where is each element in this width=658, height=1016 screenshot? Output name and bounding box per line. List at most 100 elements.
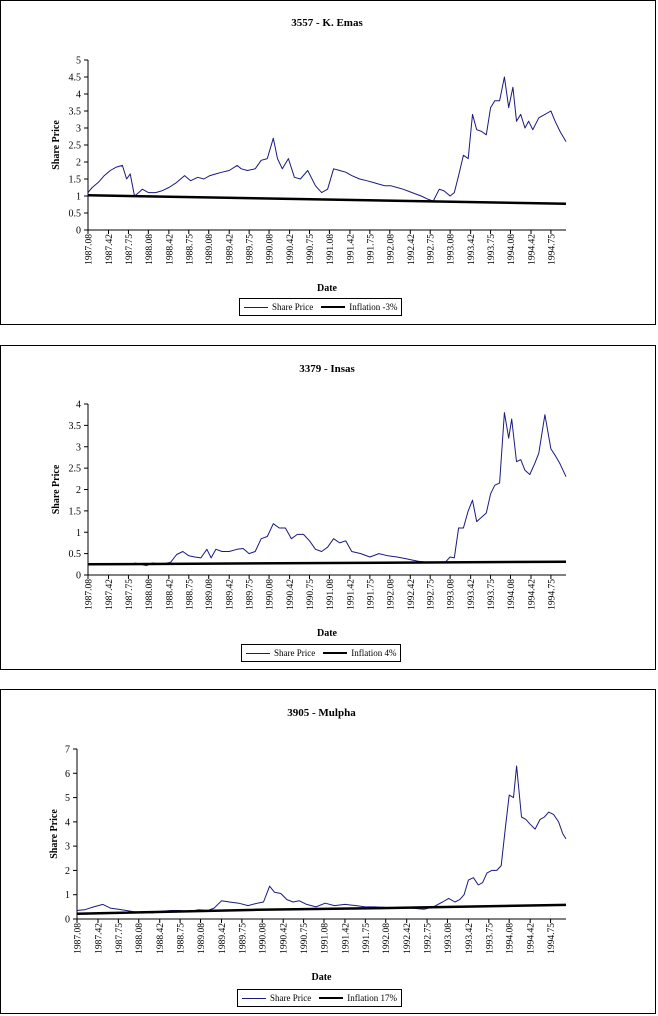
x-tick-label: 1988.08: [145, 579, 155, 610]
x-tick-label: 1991.08: [326, 579, 336, 610]
x-tick-label: 1987.42: [105, 579, 115, 610]
y-tick-label: 2: [76, 158, 81, 169]
y-tick-label: 3.5: [69, 107, 82, 118]
y-tick-label: 1: [65, 890, 70, 901]
chart-2-svg: 3379 - Insas 0 0.5 1 1.5 2 2.5 3 3.5 4 1987.08 1987…: [51, 363, 567, 639]
y-tick-label: 1: [76, 192, 81, 203]
x-tick-label: 1991.08: [326, 234, 336, 265]
y-tick-label: 2: [76, 485, 81, 496]
legend-item-share-price: Share Price: [246, 648, 315, 658]
chart-title: 3379 - Insas: [299, 363, 355, 375]
chart-3-svg: 3905 - Mulpha 0 1 2 3 4 5 6 7 1987.08 1987.42 1987.…: [49, 707, 567, 983]
x-tick-label: 1988.42: [165, 234, 175, 265]
x-tick-label: 1991.42: [346, 234, 356, 265]
inflation-line: [87, 560, 567, 566]
y-tick-label: 1.5: [69, 175, 82, 186]
x-tick-label: 1990.75: [300, 923, 310, 954]
y-tick-label: 5: [65, 793, 70, 804]
y-axis-label: Share Price: [49, 809, 60, 859]
legend-item-share-price: Share Price: [242, 993, 311, 1003]
x-tick-label: 1989.42: [218, 923, 228, 954]
inflation-line: [87, 194, 567, 206]
y-tick-label: 0: [76, 571, 81, 582]
x-tick-label: 1994.75: [547, 923, 557, 954]
x-tick-label: 1992.75: [427, 234, 437, 265]
x-tick-label: 1993.08: [444, 923, 454, 954]
x-tick-label: 1990.08: [266, 579, 276, 610]
x-tick-label: 1987.75: [125, 579, 135, 610]
y-tick-label: 0: [76, 226, 81, 237]
x-tick-label: 1988.75: [177, 923, 187, 954]
x-tick-label: 1989.75: [238, 923, 248, 954]
x-tick-label: 1991.08: [320, 923, 330, 954]
legend-item-inflation: Inflation 17%: [319, 993, 397, 1003]
y-tick-label: 1: [76, 528, 81, 539]
x-tick-label: 1993.08: [447, 234, 457, 265]
x-tick-label: 1992.42: [407, 579, 417, 610]
x-tick-label: 1991.75: [362, 923, 372, 954]
x-tick-label: 1991.42: [341, 923, 351, 954]
x-tick-label: 1994.75: [547, 234, 557, 265]
legend-item-inflation: Inflation 4%: [323, 648, 396, 658]
chart-1-svg: 3557 - K. Emas 0 0.5 1 1.5 2 2.5 3 3.5 4 4.5 5 1987.…: [51, 17, 567, 294]
x-tick-label: 1990.75: [306, 234, 316, 265]
x-tick-label: 1993.75: [487, 234, 497, 265]
x-tick-label: 1988.08: [145, 234, 155, 265]
x-tick-label: 1987.08: [85, 234, 95, 265]
x-axis-label: Date: [312, 972, 333, 983]
x-tick-label: 1994.42: [527, 579, 537, 610]
x-tick-label: 1989.42: [226, 234, 236, 265]
chart-3-legend: Share Price Inflation 17%: [237, 989, 402, 1007]
share-price-line: [87, 76, 567, 202]
y-tick-label: 5: [76, 56, 81, 67]
chart-panel-1: 3557 - K. Emas 0 0.5 1 1.5 2 2.5 3 3.5 4 4.5 5 1987.…: [0, 0, 656, 325]
x-tick-label: 1989.08: [197, 923, 207, 954]
x-tick-label: 1991.75: [366, 234, 376, 265]
chart-title: 3557 - K. Emas: [291, 17, 363, 29]
y-tick-label: 2.5: [69, 141, 82, 152]
x-tick-label: 1994.42: [527, 923, 537, 954]
x-tick-label: 1987.75: [125, 234, 135, 265]
x-tick-label: 1990.75: [306, 579, 316, 610]
chart-1-legend: Share Price Inflation -3%: [239, 298, 403, 316]
x-tick-label: 1990.42: [286, 579, 296, 610]
inflation-line: [76, 903, 567, 915]
x-tick-label: 1993.75: [485, 923, 495, 954]
y-tick-label: 6: [65, 769, 70, 780]
x-tick-label: 1990.42: [286, 234, 296, 265]
y-tick-label: 4.5: [69, 73, 82, 84]
x-tick-label: 1989.42: [226, 579, 236, 610]
y-tick-label: 2: [65, 866, 70, 877]
x-tick-label: 1992.75: [424, 923, 434, 954]
legend-item-inflation: Inflation -3%: [321, 302, 397, 312]
y-tick-label: 4: [65, 817, 70, 828]
y-tick-label: 1.5: [69, 506, 82, 517]
x-tick-label: 1988.42: [156, 923, 166, 954]
x-tick-label: 1987.42: [105, 234, 115, 265]
x-tick-label: 1994.08: [506, 923, 516, 954]
y-tick-label: 0.5: [69, 549, 82, 560]
y-tick-label: 3: [76, 124, 81, 135]
x-tick-label: 1989.08: [205, 579, 215, 610]
x-tick-label: 1992.42: [407, 234, 417, 265]
x-tick-label: 1992.08: [382, 923, 392, 954]
x-axis-label: Date: [317, 628, 338, 639]
x-tick-label: 1989.75: [246, 579, 256, 610]
x-tick-label: 1993.75: [487, 579, 497, 610]
x-tick-label: 1993.42: [465, 923, 475, 954]
x-tick-label: 1990.08: [266, 234, 276, 265]
x-axis-label: Date: [317, 283, 338, 294]
x-tick-label: 1994.08: [507, 234, 517, 265]
y-tick-label: 2.5: [69, 464, 82, 475]
x-tick-label: 1992.08: [386, 579, 396, 610]
y-tick-label: 0: [65, 915, 70, 926]
y-tick-label: 0.5: [69, 209, 82, 220]
chart-2-legend: Share Price Inflation 4%: [241, 644, 402, 662]
x-tick-label: 1991.42: [346, 579, 356, 610]
share-price-line: [76, 765, 567, 914]
y-tick-label: 7: [65, 745, 70, 756]
x-tick-label: 1994.42: [527, 234, 537, 265]
y-tick-label: 4: [76, 400, 81, 411]
y-tick-label: 3: [76, 442, 81, 453]
y-tick-label: 4: [76, 90, 81, 101]
